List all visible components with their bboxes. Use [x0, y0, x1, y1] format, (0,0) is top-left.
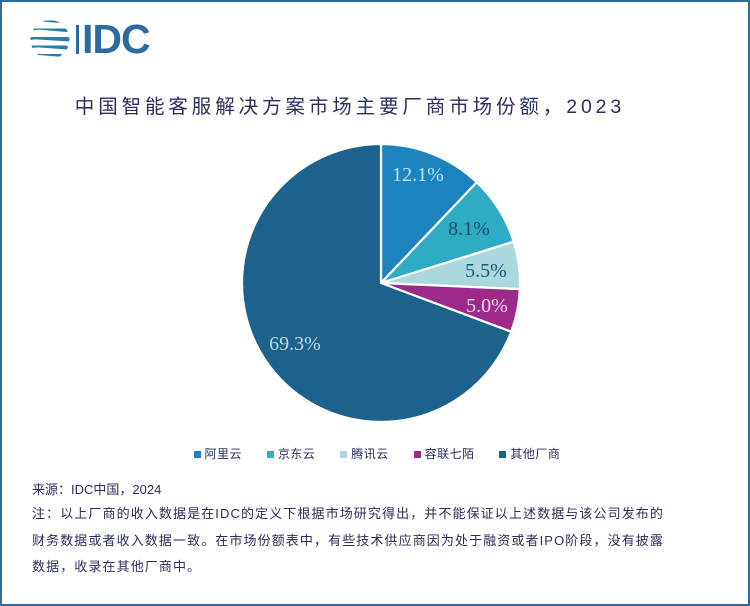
svg-text:12.1%: 12.1%: [392, 164, 444, 186]
svg-text:5.5%: 5.5%: [465, 260, 507, 282]
svg-text:69.3%: 69.3%: [269, 333, 321, 355]
svg-text:8.1%: 8.1%: [448, 218, 490, 240]
svg-text:5.0%: 5.0%: [466, 295, 508, 317]
